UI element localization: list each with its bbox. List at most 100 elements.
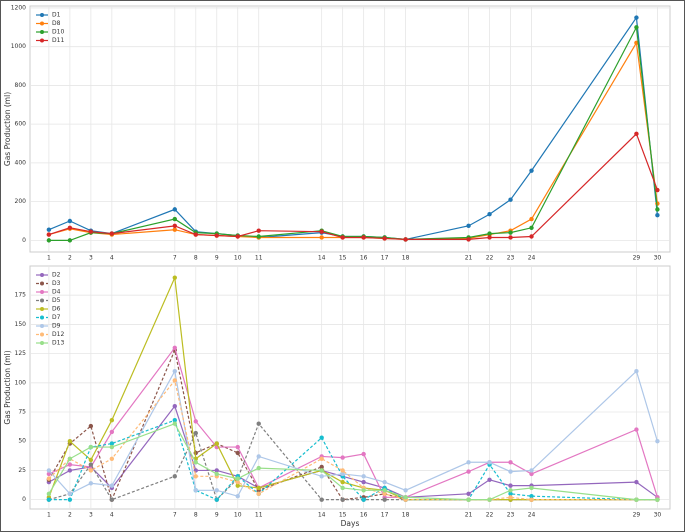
plot-area <box>29 265 671 510</box>
data-point <box>88 229 94 234</box>
series-line <box>48 25 659 241</box>
data-point <box>67 468 73 473</box>
data-point <box>340 479 345 485</box>
series-line <box>48 404 658 498</box>
x-tick-label: 24 <box>528 512 536 519</box>
x-tick-label: 10 <box>234 255 242 262</box>
x-tick-label: 7 <box>173 255 177 262</box>
data-point <box>172 474 177 479</box>
data-point <box>382 488 387 493</box>
data-point <box>508 491 513 497</box>
data-point <box>109 497 115 502</box>
x-tick-label: 15 <box>339 255 347 262</box>
data-point <box>655 207 660 212</box>
data-point <box>172 216 177 222</box>
data-point <box>529 234 534 239</box>
x-tick-label: 10 <box>234 512 242 519</box>
legend-marker <box>40 290 44 294</box>
data-point <box>655 187 660 193</box>
legend-label: D1 <box>52 12 61 19</box>
data-point <box>193 488 198 493</box>
data-point <box>193 474 198 479</box>
data-point <box>634 25 639 30</box>
data-point <box>172 403 177 409</box>
y-tick-label: 175 <box>15 292 27 299</box>
data-point <box>361 451 366 457</box>
legend-marker <box>40 38 44 43</box>
data-point <box>361 488 366 493</box>
data-point <box>487 212 492 217</box>
data-point <box>508 197 513 202</box>
data-point <box>172 368 177 374</box>
legend-label: D4 <box>52 289 61 296</box>
legend-marker <box>40 307 44 311</box>
x-tick-label: 22 <box>486 512 494 519</box>
data-point <box>466 491 471 497</box>
x-tick-label: 22 <box>486 255 494 262</box>
series-line <box>48 275 658 501</box>
data-point <box>634 131 639 137</box>
y-tick-label: 1200 <box>11 4 26 11</box>
x-tick-label: 9 <box>215 255 219 262</box>
data-point <box>46 227 52 232</box>
data-point <box>340 485 345 491</box>
data-point <box>88 481 94 486</box>
legend-marker <box>40 273 44 277</box>
data-point <box>235 476 240 481</box>
data-point <box>361 497 366 502</box>
data-point <box>46 232 52 237</box>
data-point <box>256 454 261 459</box>
data-point <box>46 471 52 477</box>
y-tick-label: 200 <box>15 198 27 205</box>
legend-marker <box>40 324 44 328</box>
data-point <box>172 378 177 383</box>
data-point <box>67 462 73 467</box>
data-point <box>382 236 387 241</box>
data-point <box>256 421 261 426</box>
data-point <box>256 465 261 471</box>
data-point <box>508 230 513 235</box>
data-point <box>508 235 513 240</box>
data-point <box>529 471 534 477</box>
legend-label: D5 <box>52 297 61 304</box>
data-point <box>634 497 639 502</box>
x-tick-label: 21 <box>465 512 473 519</box>
x-tick-label: 8 <box>194 255 198 262</box>
data-point <box>529 468 534 473</box>
data-point <box>529 497 534 502</box>
legend-marker <box>40 332 44 337</box>
legend-marker <box>40 298 44 303</box>
legend-label: D10 <box>52 29 64 36</box>
x-tick-label: 29 <box>633 512 641 519</box>
data-point <box>214 468 219 473</box>
data-point <box>340 471 345 477</box>
x-tick-label: 14 <box>318 255 326 262</box>
x-tick-label: 3 <box>89 255 93 262</box>
y-tick-label: 800 <box>15 82 27 89</box>
data-point <box>382 497 387 502</box>
data-point <box>46 497 52 502</box>
data-point <box>403 488 408 493</box>
data-point <box>235 479 240 485</box>
legend-marker <box>40 281 44 286</box>
data-point <box>172 223 177 229</box>
data-point <box>466 223 471 229</box>
data-point <box>319 229 324 234</box>
x-tick-label: 29 <box>633 255 641 262</box>
data-point <box>235 493 240 499</box>
legend-marker <box>40 21 44 26</box>
data-point <box>172 418 177 423</box>
data-point <box>340 497 345 502</box>
x-tick-label: 14 <box>318 512 326 519</box>
data-point <box>88 423 94 429</box>
data-point <box>466 460 471 465</box>
data-point <box>256 234 261 239</box>
data-point <box>193 419 198 424</box>
data-point <box>487 235 492 240</box>
legend-label: D12 <box>52 331 64 338</box>
data-point <box>172 227 177 232</box>
data-point <box>109 231 115 236</box>
y-tick-label: 400 <box>15 159 27 166</box>
y-tick-label: 0 <box>22 237 26 244</box>
